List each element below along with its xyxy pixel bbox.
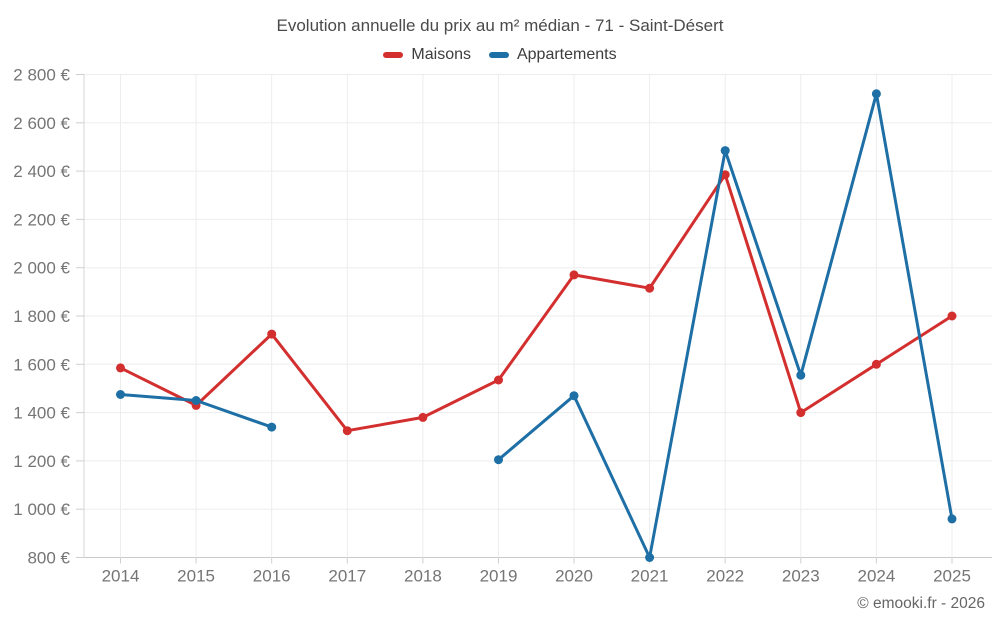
y-tick-label: 2 200 € (13, 210, 70, 229)
x-tick-label: 2014 (102, 567, 140, 586)
y-tick-label: 2 400 € (13, 162, 70, 181)
x-tick-label: 2019 (480, 567, 518, 586)
y-tick-label: 1 400 € (13, 404, 70, 423)
point-maisons-2023[interactable] (796, 408, 806, 418)
legend-item-maisons[interactable]: Maisons (383, 46, 471, 64)
point-appartements-2020[interactable] (569, 391, 579, 401)
chart-title: Evolution annuelle du prix au m² médian … (276, 16, 724, 35)
point-maisons-2019[interactable] (494, 375, 503, 385)
point-appartements-2024[interactable] (871, 89, 881, 99)
point-appartements-2014[interactable] (116, 390, 125, 399)
x-tick-label: 2020 (555, 567, 593, 586)
point-maisons-2024[interactable] (871, 359, 881, 369)
point-appartements-2015[interactable] (191, 396, 201, 405)
line-maisons (119, 173, 954, 433)
x-tick-label: 2022 (706, 567, 744, 586)
copyright-watermark: © emooki.fr - 2026 (857, 595, 985, 612)
y-tick-label: 2 000 € (13, 259, 70, 278)
point-maisons-2020[interactable] (569, 270, 579, 280)
point-appartements-2021[interactable] (645, 553, 655, 562)
legend-label-maisons: Maisons (411, 46, 471, 63)
y-tick-label: 800 € (27, 549, 70, 568)
legend-label-appartements: Appartements (516, 46, 617, 63)
y-tick-label: 1 600 € (13, 355, 70, 374)
point-appartements-2016[interactable] (267, 422, 277, 432)
point-maisons-2021[interactable] (645, 283, 655, 293)
legend-item-appartements[interactable]: Appartements (488, 46, 617, 64)
chart-legend: Maisons Appartements (0, 46, 1000, 64)
y-tick-label: 1 000 € (13, 500, 70, 519)
y-tick-label: 1 800 € (13, 307, 70, 326)
appartements-series-swatch (488, 52, 509, 58)
point-maisons-2016[interactable] (267, 329, 277, 339)
y-tick-label: 2 800 € (13, 66, 70, 85)
x-tick-label: 2023 (782, 567, 820, 586)
point-appartements-2019[interactable] (494, 455, 503, 465)
point-maisons-2025[interactable] (947, 311, 957, 321)
point-maisons-2014[interactable] (116, 363, 125, 373)
x-tick-label: 2025 (933, 567, 971, 586)
x-tick-label: 2016 (253, 567, 291, 586)
x-tick-label: 2018 (404, 567, 442, 586)
point-appartements-2022[interactable] (720, 146, 730, 156)
y-tick-label: 2 600 € (13, 114, 70, 133)
point-maisons-2022[interactable] (720, 170, 730, 180)
maisons-series-swatch (383, 52, 404, 58)
x-tick-label: 2021 (631, 567, 669, 586)
y-tick-label: 1 200 € (13, 452, 70, 471)
x-tick-label: 2024 (857, 567, 895, 586)
x-tick-label: 2015 (177, 567, 215, 586)
point-appartements-2023[interactable] (796, 370, 806, 380)
point-maisons-2018[interactable] (418, 412, 428, 422)
point-maisons-2017[interactable] (342, 426, 352, 436)
point-appartements-2025[interactable] (947, 514, 957, 524)
x-tick-label: 2017 (328, 567, 366, 586)
